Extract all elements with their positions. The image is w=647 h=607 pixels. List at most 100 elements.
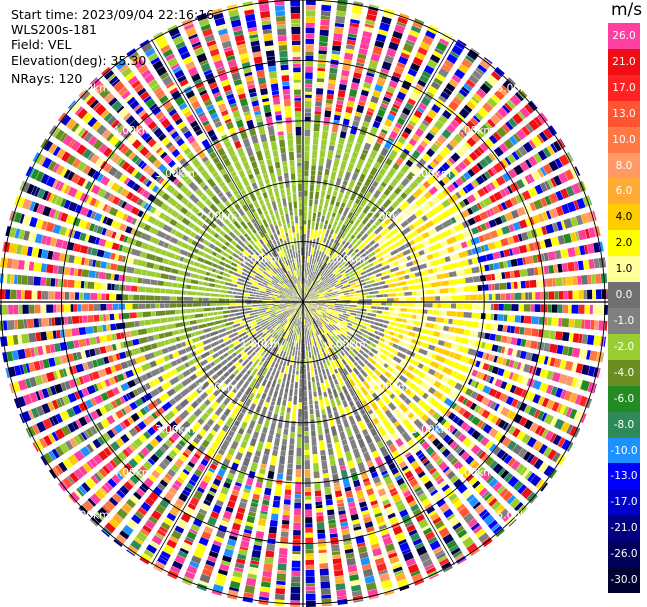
gate-cell — [313, 131, 320, 139]
gate-cell — [383, 503, 392, 509]
gate-cell — [51, 194, 59, 204]
gate-cell — [178, 471, 188, 481]
gate-cell — [304, 299, 311, 302]
gate-cell — [341, 358, 347, 365]
gate-cell — [441, 375, 450, 384]
gate-cell — [313, 314, 320, 321]
gate-cell — [569, 392, 578, 404]
gate-cell — [345, 451, 353, 462]
gate-cell — [362, 225, 369, 232]
gate-cell — [578, 333, 583, 344]
gate-cell — [538, 444, 548, 455]
gate-cell — [344, 236, 349, 242]
gate-cell — [377, 29, 388, 36]
gate-cell — [284, 324, 290, 332]
gate-cell — [85, 326, 94, 335]
gate-cell — [554, 291, 559, 300]
gate-cell — [72, 404, 82, 415]
gate-cell — [106, 324, 111, 332]
gate-cell — [524, 327, 532, 336]
gate-cell — [276, 323, 283, 331]
gate-cell — [404, 452, 412, 458]
gate-cell — [372, 310, 377, 313]
gate-cell — [422, 180, 431, 189]
gate-cell — [403, 468, 410, 474]
gate-cell — [336, 242, 341, 248]
gate-cell — [290, 600, 300, 606]
gate-cell — [507, 475, 519, 488]
gate-cell — [332, 324, 341, 331]
gate-cell — [336, 284, 343, 289]
gate-cell — [319, 349, 324, 359]
gate-cell — [393, 100, 402, 107]
gate-cell — [354, 340, 363, 349]
gate-cell — [159, 499, 169, 509]
gate-cell — [316, 512, 324, 516]
gate-cell — [400, 192, 408, 200]
gate-cell — [453, 243, 463, 251]
gate-cell — [330, 537, 339, 545]
gate-cell — [503, 472, 514, 483]
gate-cell — [506, 336, 512, 344]
gate-cell — [537, 410, 545, 421]
gate-cell — [316, 521, 325, 530]
gate-cell — [175, 358, 183, 365]
gate-cell — [544, 430, 554, 441]
gate-cell — [373, 234, 383, 242]
gate-cell — [531, 353, 539, 363]
gate-cell — [339, 465, 346, 471]
gate-cell — [174, 416, 183, 425]
gate-cell — [425, 322, 435, 329]
gate-cell — [346, 497, 355, 504]
gate-cell — [84, 349, 91, 358]
gate-cell — [96, 382, 104, 391]
gate-cell — [598, 241, 604, 252]
gate-cell — [350, 513, 359, 521]
gate-cell — [312, 382, 317, 392]
gate-cell — [192, 303, 202, 307]
gate-cell — [170, 296, 177, 301]
gate-cell — [212, 460, 219, 466]
gate-cell — [252, 431, 260, 439]
gate-cell — [432, 517, 442, 525]
gate-cell — [153, 566, 163, 573]
gate-cell — [312, 302, 322, 304]
gate-cell — [305, 288, 310, 297]
gate-cell — [426, 173, 438, 185]
gate-cell — [179, 249, 189, 257]
gate-cell — [267, 470, 275, 480]
gate-cell — [223, 481, 231, 489]
gate-cell — [333, 206, 339, 214]
gate-cell — [89, 197, 97, 207]
gate-cell — [268, 526, 277, 534]
gate-cell — [463, 104, 473, 114]
gate-cell — [436, 552, 446, 560]
gate-cell — [269, 338, 276, 345]
gate-cell — [312, 292, 317, 296]
gate-cell — [303, 385, 307, 391]
gate-cell — [25, 166, 32, 177]
gate-cell — [364, 250, 370, 255]
gate-cell — [385, 233, 392, 240]
gate-cell — [313, 258, 317, 265]
gate-cell — [381, 315, 391, 320]
gate-cell — [410, 460, 420, 470]
gate-cell — [291, 571, 301, 577]
gate-cell — [120, 332, 125, 339]
gate-cell — [250, 462, 258, 473]
gate-cell — [315, 249, 320, 259]
gate-cell — [147, 458, 156, 466]
gate-cell — [131, 442, 138, 450]
gate-cell — [287, 307, 294, 311]
gate-cell — [227, 472, 235, 480]
gate-cell — [538, 316, 545, 325]
gate-cell — [315, 496, 322, 502]
gate-cell — [46, 304, 54, 313]
gate-cell — [342, 418, 350, 428]
gate-cell — [383, 334, 392, 340]
gate-cell — [356, 353, 366, 362]
gate-cell — [32, 424, 40, 435]
gate-cell — [132, 366, 144, 376]
gate-cell — [287, 305, 295, 310]
gate-cell — [304, 443, 310, 450]
